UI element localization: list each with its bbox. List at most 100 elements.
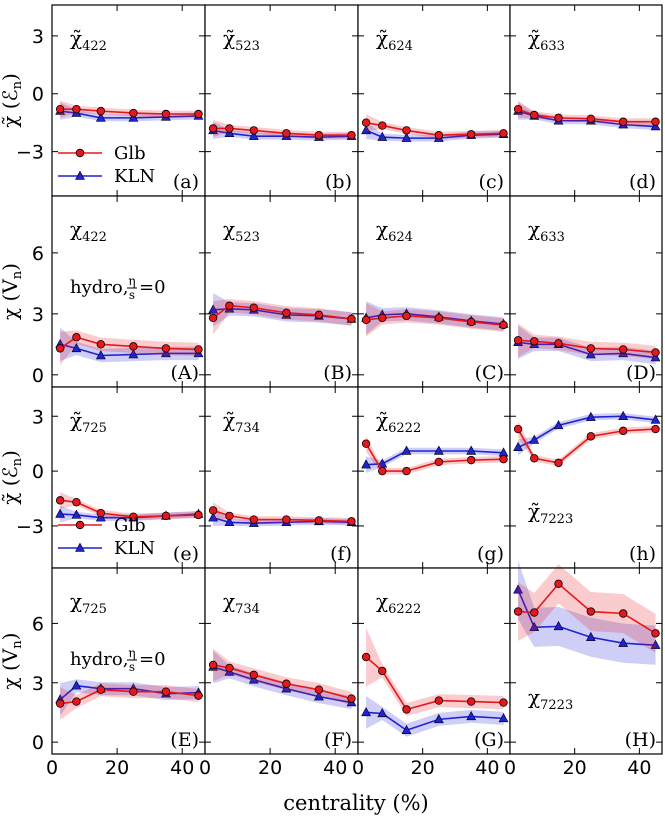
hydro-label: hydro,	[70, 277, 128, 298]
kln-point	[513, 584, 523, 594]
legend-kln: KLN	[114, 538, 155, 559]
kln-point	[128, 349, 139, 359]
x-tick-label: 20	[563, 757, 587, 779]
x-tick-label: 20	[105, 757, 129, 779]
kln-point	[208, 304, 219, 314]
glb-point	[55, 496, 65, 505]
glb-point	[314, 131, 324, 140]
glb-point	[96, 106, 106, 116]
kln-point	[553, 419, 564, 430]
glb-point	[402, 126, 411, 135]
glb-band	[60, 330, 199, 366]
panel-tag: (g)	[477, 543, 504, 565]
x-tick-label: 40	[627, 757, 651, 779]
panel-tag: (B)	[323, 362, 352, 384]
glb-point	[194, 691, 203, 700]
panel-tag: (H)	[625, 729, 656, 751]
y-tick-label: −3	[16, 142, 44, 164]
y-axis-label-row-1: χ̃ (ℰn)	[0, 73, 25, 128]
panel-f: χ̃734(f)	[204, 386, 359, 569]
x-tick-label: 0	[504, 757, 516, 779]
glb-point	[618, 426, 628, 436]
x-tick-label: 20	[258, 757, 282, 779]
glb-point	[161, 109, 171, 119]
glb-line	[517, 428, 656, 464]
glb-point	[194, 109, 203, 119]
glb-point	[513, 607, 523, 616]
kln-band	[518, 560, 656, 665]
glb-point	[347, 694, 356, 703]
panel-tag: (d)	[629, 171, 656, 193]
glb-point	[347, 517, 356, 526]
kln-point	[585, 631, 596, 641]
glb-point	[466, 697, 476, 706]
glb-point	[586, 607, 596, 616]
kln-point	[650, 639, 661, 649]
kln-point	[401, 724, 412, 734]
panel-b: χ̃523(b)	[204, 4, 359, 197]
glb-point	[72, 104, 81, 114]
glb-point	[282, 308, 291, 318]
panel-tag: (c)	[479, 171, 504, 193]
kln-point	[161, 348, 171, 358]
glb-point	[314, 310, 324, 320]
panel-d: χ̃633(d)	[509, 4, 663, 197]
glb-point	[361, 315, 371, 325]
kln-point	[433, 713, 444, 724]
glb-point	[361, 652, 371, 662]
kln-point	[466, 445, 477, 455]
kln-line	[59, 343, 199, 357]
panel-tag: (C)	[475, 362, 504, 384]
x-axis-label: centrality (%)	[283, 791, 428, 815]
glb-point	[378, 666, 387, 676]
y-tick-label: 3	[32, 673, 44, 695]
glb-point	[314, 516, 324, 525]
glb-point	[499, 698, 508, 707]
kln-point	[401, 445, 412, 455]
y-tick-label: 3	[32, 26, 44, 48]
glb-point	[402, 705, 411, 714]
kln-point	[553, 620, 564, 631]
glb-point	[96, 685, 106, 694]
glb-point	[586, 344, 596, 353]
kln-line	[517, 589, 656, 646]
glb-point	[208, 313, 218, 323]
panel-tag: (D)	[626, 362, 656, 384]
glb-point	[347, 314, 356, 324]
panel-F: χ734(F)	[204, 567, 359, 755]
kln-point	[618, 637, 629, 647]
kln-point	[498, 712, 509, 723]
x-tick-label: 0	[46, 757, 58, 779]
y-tick-label: 3	[32, 304, 44, 326]
glb-point	[499, 320, 508, 330]
glb-point	[466, 130, 476, 139]
panel-variable-label: χ̃624	[376, 26, 413, 54]
kln-point	[71, 680, 82, 690]
glb-point	[434, 131, 444, 140]
glb-point	[161, 511, 171, 521]
glb-point	[129, 108, 138, 118]
legend-glb: Glb	[114, 515, 146, 536]
kln-point	[361, 124, 371, 135]
kln-point	[529, 434, 540, 444]
glb-point	[282, 129, 291, 138]
glb-point	[282, 515, 291, 524]
panel-variable-label: χ7223	[528, 685, 573, 713]
s-symbol: s	[129, 288, 135, 302]
glb-point	[618, 609, 628, 618]
glb-point	[129, 342, 138, 351]
panel-tag: (h)	[629, 543, 656, 565]
eq-zero: =0	[139, 649, 166, 670]
x-tick-label: 20	[411, 757, 435, 779]
y-tick-label: 6	[32, 613, 44, 635]
glb-point	[378, 121, 387, 130]
panel-tag: (f)	[330, 543, 352, 565]
panel-c: χ̃624 (c)	[357, 4, 511, 197]
glb-point	[225, 124, 234, 133]
hydro-label: hydro,	[70, 649, 128, 670]
glb-point	[249, 515, 259, 524]
eq-zero: =0	[139, 277, 166, 298]
